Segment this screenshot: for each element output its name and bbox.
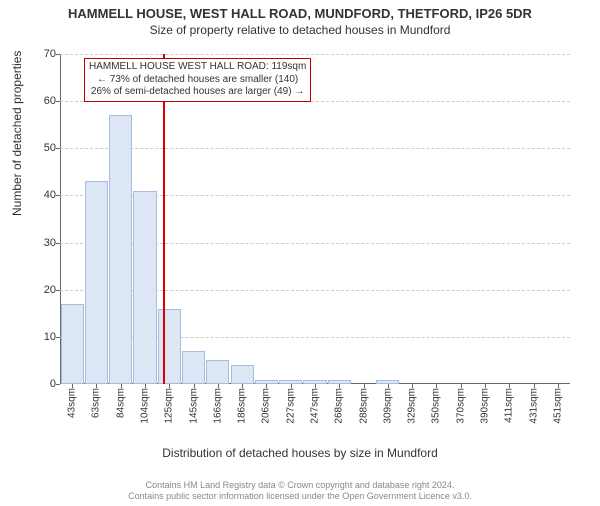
y-tick-mark (56, 384, 60, 385)
y-tick-mark (56, 101, 60, 102)
bar (231, 365, 254, 384)
x-tick-label: 431sqm (528, 388, 539, 424)
annotation-line: 26% of semi-detached houses are larger (… (89, 86, 306, 99)
footer-attribution: Contains HM Land Registry data © Crown c… (0, 480, 600, 503)
x-axis-label: Distribution of detached houses by size … (0, 446, 600, 460)
annotation-box: HAMMELL HOUSE WEST HALL ROAD: 119sqm← 73… (84, 58, 311, 102)
histogram-chart: HAMMELL HOUSE WEST HALL ROAD: 119sqm← 73… (60, 54, 570, 424)
bar (61, 304, 84, 384)
x-tick-label: 370sqm (455, 388, 466, 424)
x-tick-label: 186sqm (237, 388, 248, 424)
page-subtitle: Size of property relative to detached ho… (0, 23, 600, 37)
gridline (60, 148, 570, 149)
bar (182, 351, 205, 384)
y-tick-mark (56, 148, 60, 149)
x-tick-label: 329sqm (407, 388, 418, 424)
x-tick-label: 390sqm (480, 388, 491, 424)
y-tick-label: 50 (30, 142, 56, 154)
y-tick-mark (56, 54, 60, 55)
y-tick-mark (56, 243, 60, 244)
x-tick-label: 350sqm (431, 388, 442, 424)
bar (109, 115, 132, 384)
x-tick-label: 125sqm (164, 388, 175, 424)
y-tick-mark (56, 337, 60, 338)
y-tick-label: 20 (30, 284, 56, 296)
x-tick-label: 43sqm (67, 388, 78, 418)
footer-line: Contains HM Land Registry data © Crown c… (0, 480, 600, 491)
bar (206, 360, 229, 384)
x-tick-label: 309sqm (382, 388, 393, 424)
y-tick-label: 40 (30, 189, 56, 201)
y-tick-label: 0 (30, 378, 56, 390)
x-tick-label: 288sqm (358, 388, 369, 424)
y-tick-label: 10 (30, 331, 56, 343)
x-tick-label: 84sqm (115, 388, 126, 418)
x-tick-label: 451sqm (552, 388, 563, 424)
x-tick-label: 104sqm (140, 388, 151, 424)
bar (133, 191, 156, 384)
x-tick-label: 166sqm (212, 388, 223, 424)
bar (158, 309, 181, 384)
x-tick-label: 206sqm (261, 388, 272, 424)
gridline (60, 54, 570, 55)
x-tick-label: 247sqm (310, 388, 321, 424)
bar (85, 181, 108, 384)
x-tick-label: 227sqm (285, 388, 296, 424)
annotation-line: ← 73% of detached houses are smaller (14… (89, 74, 306, 87)
page-title: HAMMELL HOUSE, WEST HALL ROAD, MUNDFORD,… (0, 6, 600, 21)
y-tick-label: 30 (30, 237, 56, 249)
y-tick-label: 60 (30, 95, 56, 107)
x-tick-label: 411sqm (504, 388, 515, 423)
y-tick-mark (56, 290, 60, 291)
y-tick-label: 70 (30, 48, 56, 60)
y-axis-label: Number of detached properties (10, 51, 24, 216)
marker-line (163, 54, 165, 384)
footer-line: Contains public sector information licen… (0, 491, 600, 502)
x-tick-label: 63sqm (91, 388, 102, 418)
y-tick-mark (56, 195, 60, 196)
annotation-line: HAMMELL HOUSE WEST HALL ROAD: 119sqm (89, 61, 306, 74)
x-tick-label: 145sqm (188, 388, 199, 424)
plot-area: HAMMELL HOUSE WEST HALL ROAD: 119sqm← 73… (60, 54, 570, 384)
x-tick-label: 268sqm (334, 388, 345, 424)
